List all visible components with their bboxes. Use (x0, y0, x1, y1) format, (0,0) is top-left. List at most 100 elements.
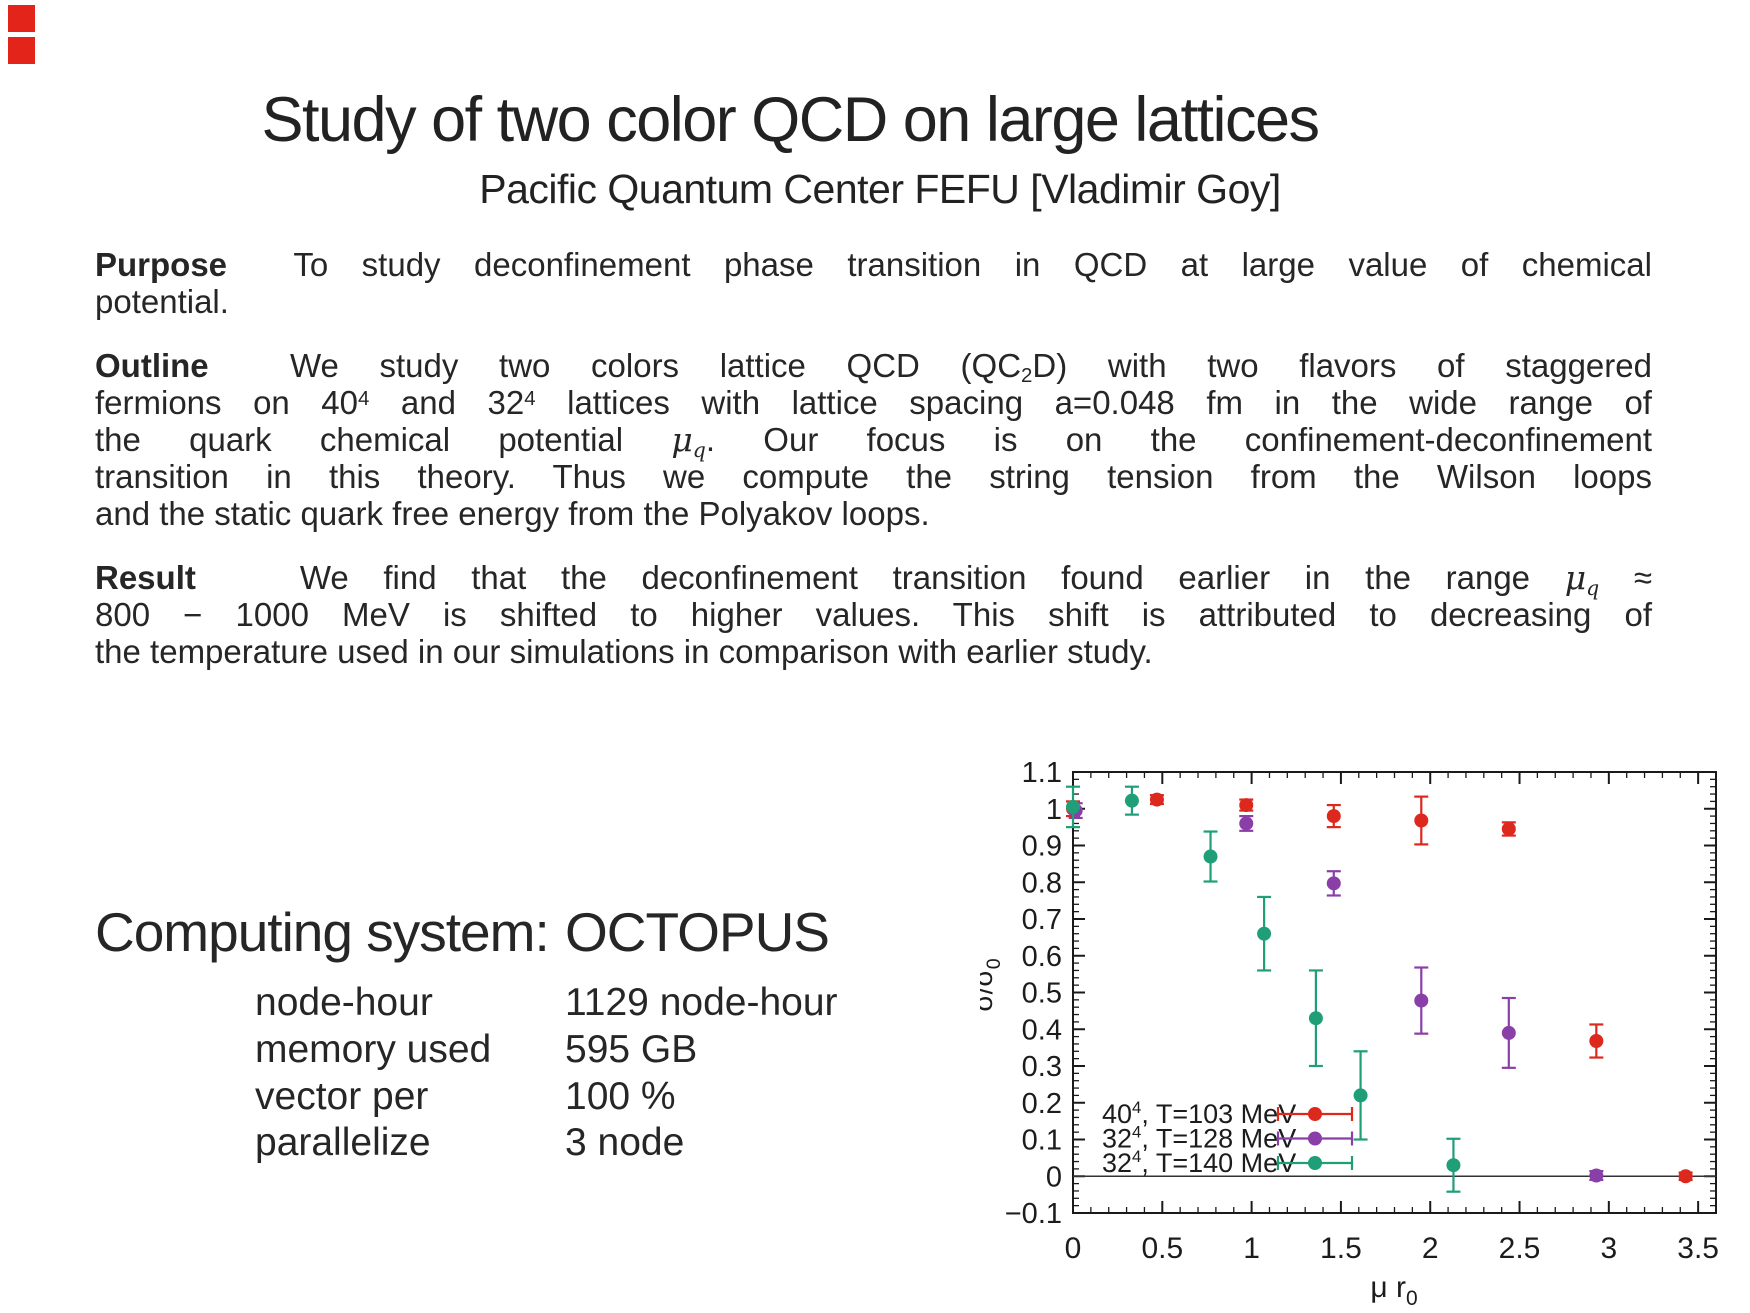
paragraph-line: transition in this theory. Thus we compu… (95, 458, 1652, 495)
y-tick-label: 0.3 (1022, 1051, 1062, 1083)
red-corner-marker-1 (8, 5, 35, 32)
computing-row-label: memory used (255, 1028, 492, 1071)
legend-entry-1: 324, T=128 MeV (1102, 1123, 1354, 1154)
computing-row-label: vector per (255, 1075, 429, 1118)
computing-row-value: 3 node (565, 1121, 685, 1164)
y-tick-label: −0.1 (1005, 1198, 1062, 1230)
text-run: 4 (358, 386, 370, 410)
computing-row-value: 1129 node-hour (565, 981, 838, 1024)
x-tick-label: 3.5 (1677, 1232, 1719, 1265)
data-point (1239, 816, 1254, 831)
data-point (1589, 1034, 1604, 1049)
y-tick-label: 0.8 (1022, 867, 1062, 899)
y-tick-label: 0.2 (1022, 1088, 1062, 1120)
text-run: ≈ (1599, 559, 1653, 596)
data-point (1239, 798, 1254, 813)
y-tick-label: 0.9 (1022, 831, 1062, 863)
x-tick-label: 2.5 (1499, 1232, 1541, 1265)
paragraph-purpose: Purpose To study deconfinement phase tra… (95, 246, 1652, 320)
text-run: D) with two flavors of staggered (1032, 347, 1652, 384)
text-run: and the static quark free energy from th… (95, 495, 930, 532)
text-run: Outline (95, 347, 209, 384)
x-tick-label: 2 (1422, 1232, 1439, 1265)
text-run: lattices with lattice spacing a=0.048 fm… (535, 384, 1652, 421)
text-run: Result (95, 559, 196, 596)
computing-row-label: parallelize (255, 1121, 431, 1164)
data-point (1414, 993, 1429, 1008)
text-run: . Our focus is on the confinement-deconf… (705, 421, 1652, 458)
data-point (1124, 793, 1139, 808)
y-tick-label: 1.1 (1022, 757, 1062, 789)
computing-row-value: 595 GB (565, 1028, 698, 1071)
text-run: potential. (95, 283, 229, 320)
computing-row-value: 100 % (565, 1075, 676, 1118)
x-tick-label: 1 (1243, 1232, 1260, 1265)
text-run: q (692, 438, 706, 463)
computing-system-block: Computing system: OCTOPUS node-hour 1129 … (95, 900, 1015, 1180)
y-axis-label: σ/σ0 (980, 958, 1005, 1011)
legend-label: 324, T=140 MeV (1102, 1147, 1296, 1178)
paragraph-line: the quark chemical potential μq. Our foc… (95, 420, 1652, 460)
data-point (1257, 926, 1272, 941)
paragraph-line: and the static quark free energy from th… (95, 495, 1652, 532)
legend-label: 404, T=103 MeV (1102, 1098, 1296, 1129)
body-paragraphs: Purpose To study deconfinement phase tra… (95, 246, 1652, 697)
paragraph-line: the temperature used in our simulations … (95, 633, 1652, 670)
computing-row-label: node-hour (255, 981, 433, 1024)
data-point (1149, 792, 1164, 807)
series-2 (1066, 785, 1461, 1193)
data-point (1414, 813, 1429, 828)
y-tick-label: 0.1 (1022, 1125, 1062, 1157)
text-run: the quark chemical potential (95, 421, 672, 458)
text-run: μ (1564, 558, 1587, 597)
legend-entry-2: 324, T=140 MeV (1102, 1147, 1354, 1178)
paragraph-line: 800 − 1000 MeV is shifted to higher valu… (95, 596, 1652, 633)
paragraph-line: Result We find that the deconfinement tr… (95, 558, 1653, 598)
text-run: q (1586, 576, 1600, 601)
paragraph-line: Outline We study two colors lattice QCD … (95, 347, 1652, 388)
computing-heading-value: OCTOPUS (565, 901, 830, 963)
paragraph-line: Purpose To study deconfinement phase tra… (95, 246, 1652, 283)
paragraph-line: fermions on 404 and 324 lattices with la… (95, 384, 1652, 421)
red-corner-marker-2 (8, 37, 35, 64)
data-point (1066, 799, 1080, 814)
y-tick-label: 1 (1046, 794, 1062, 826)
paragraph-outline: Outline We study two colors lattice QCD … (95, 347, 1652, 532)
x-tick-label: 1.5 (1320, 1232, 1362, 1265)
y-tick-label: 0.6 (1022, 941, 1062, 973)
x-tick-label: 3 (1600, 1232, 1617, 1265)
y-tick-label: 0.7 (1022, 904, 1062, 936)
series-1 (1068, 802, 1604, 1183)
x-axis-label: μ r0 (1370, 1271, 1417, 1310)
text-run: and 32 (369, 384, 525, 421)
chart-sigma-ratio: 0 0.5 1 1.5 2 2.5 3 3.5 −0.1 0 0.1 0.2 0.3 0.4 0.5 0.6 0… (980, 752, 1750, 1313)
data-point (1326, 876, 1341, 891)
text-run: the temperature used in our simulations … (95, 633, 1153, 670)
legend-entry-0: 404, T=103 MeV (1102, 1098, 1354, 1129)
paragraph-result: Result We find that the deconfinement tr… (95, 559, 1652, 670)
text-run: fermions on 40 (95, 384, 359, 421)
x-tick-label: 0.5 (1141, 1232, 1183, 1265)
text-run: μ (671, 420, 693, 459)
data-point (1589, 1168, 1604, 1183)
computing-heading: Computing system: OCTOPUS (95, 900, 1015, 970)
legend-marker (1308, 1156, 1322, 1170)
slide-title: Study of two color QCD on large lattices (261, 85, 1321, 155)
data-point (1678, 1169, 1693, 1184)
chart-svg: 0 0.5 1 1.5 2 2.5 3 3.5−0.100.10.20.30.40.50.60… (980, 757, 1719, 1310)
text-run: 2 (1021, 364, 1033, 388)
y-tick-label: 0.5 (1022, 978, 1062, 1010)
data-point (1308, 1011, 1323, 1026)
computing-heading-label: Computing system: (95, 901, 550, 963)
data-point (1501, 821, 1516, 836)
legend-marker (1308, 1107, 1322, 1121)
x-tick-label: 0 (1065, 1232, 1082, 1265)
text-run: To study deconfinement phase transition … (227, 246, 1652, 283)
data-point (1501, 1025, 1516, 1040)
data-point (1446, 1158, 1461, 1173)
y-tick-label: 0.4 (1022, 1014, 1062, 1046)
text-run: 800 − 1000 MeV is shifted to higher valu… (95, 596, 1652, 633)
text-run: transition in this theory. Thus we compu… (95, 458, 1652, 495)
text-run: We study two colors lattice QCD (QC (208, 347, 1022, 384)
